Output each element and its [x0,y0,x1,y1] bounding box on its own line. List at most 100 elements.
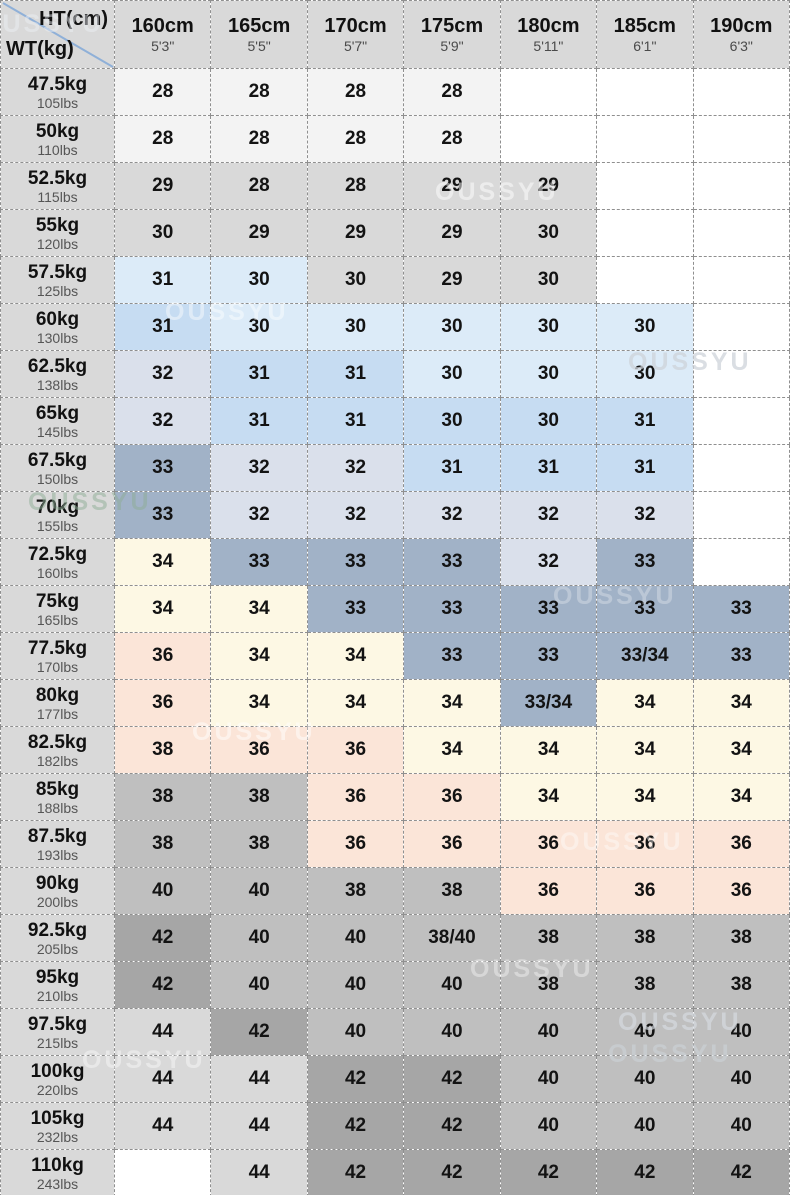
size-cell: 42 [306,1102,405,1150]
size-cell: 42 [113,914,212,962]
weight-label-52.5kg: 52.5kg 115lbs [0,162,115,210]
size-cell: 44 [113,1055,212,1103]
size-cell: 33 [596,585,694,633]
size-cell: 40 [210,914,308,962]
table-row: 50kg 110lbs 28 28 28 28 [0,115,790,163]
empty-cell [596,115,694,163]
weight-lbs-label: 220lbs [36,1081,79,1098]
size-cell: 34 [692,679,790,727]
size-cell: 34 [210,632,308,680]
size-cell: 36 [306,773,405,821]
height-cm-label: 180cm [517,15,580,38]
size-cell: 40 [210,961,308,1009]
size-cell: 38 [210,820,308,868]
size-cell: 33/34 [499,679,598,727]
weight-label-50kg: 50kg 110lbs [0,115,115,163]
height-header-180cm: 180cm 5'11" [499,0,598,69]
height-header-165cm: 165cm 5'5" [210,0,308,69]
empty-cell [692,68,790,116]
table-row: 82.5kg 182lbs 38 36 36 34 34 34 34 [0,726,790,774]
corner-weight-label: WT(kg) [6,38,74,60]
table-row: 77.5kg 170lbs 36 34 34 33 33 33/34 33 [0,632,790,680]
size-cell: 32 [596,491,694,539]
size-cell: 32 [210,444,308,492]
size-cell: 31 [306,350,405,398]
size-cell: 31 [113,303,212,351]
size-cell: 34 [210,585,308,633]
size-cell: 38 [113,726,212,774]
size-cell: 32 [499,491,598,539]
size-cell: 44 [113,1102,212,1150]
table-row: 90kg 200lbs 40 40 38 38 36 36 36 [0,867,790,915]
height-header-190cm: 190cm 6'3" [692,0,790,69]
size-cell: 34 [596,773,694,821]
size-cell: 30 [499,397,598,445]
size-cell: 36 [692,867,790,915]
empty-cell [596,256,694,304]
size-cell: 36 [596,820,694,868]
empty-cell [692,162,790,210]
weight-label-72.5kg: 72.5kg 160lbs [0,538,115,586]
weight-label-77.5kg: 77.5kg 170lbs [0,632,115,680]
weight-kg-label: 105kg [30,1107,85,1129]
size-cell: 36 [113,632,212,680]
size-cell: 33 [113,491,212,539]
size-cell: 42 [306,1149,405,1195]
size-cell: 36 [596,867,694,915]
height-cm-label: 185cm [613,15,676,38]
size-cell: 32 [113,397,212,445]
size-cell: 29 [306,209,405,257]
size-cell: 36 [499,820,598,868]
size-cell: 31 [113,256,212,304]
weight-kg-label: 100kg [30,1060,85,1082]
size-cell: 34 [113,538,212,586]
height-header-185cm: 185cm 6'1" [596,0,694,69]
size-cell: 31 [596,397,694,445]
size-cell: 38 [113,820,212,868]
size-cell: 40 [499,1102,598,1150]
size-cell: 30 [499,350,598,398]
size-cell: 32 [210,491,308,539]
diagonal-divider-line [2,2,114,68]
size-cell: 40 [596,1055,694,1103]
weight-kg-label: 85kg [35,778,80,800]
size-cell: 44 [210,1149,308,1195]
table-row: 67.5kg 150lbs 33 32 32 31 31 31 [0,444,790,492]
size-cell: 28 [306,162,405,210]
empty-cell [499,115,598,163]
size-cell: 40 [692,1102,790,1150]
size-cell: 32 [113,350,212,398]
weight-kg-label: 57.5kg [27,261,88,283]
header-row: HT(cm) WT(kg) 160cm 5'3" 165cm 5'5" 170cm 5'7… [0,0,790,69]
table-row: 80kg 177lbs 36 34 34 34 33/34 34 34 [0,679,790,727]
size-cell: 38 [306,867,405,915]
size-cell: 34 [499,773,598,821]
size-cell: 42 [306,1055,405,1103]
weight-kg-label: 65kg [35,402,80,424]
table-row: 70kg 155lbs 33 32 32 32 32 32 [0,491,790,539]
size-cell: 36 [306,726,405,774]
height-cm-label: 170cm [324,15,387,38]
empty-cell [692,397,790,445]
weight-label-47.5kg: 47.5kg 105lbs [0,68,115,116]
corner-height-label: HT(cm) [39,8,108,30]
empty-cell [596,68,694,116]
weight-kg-label: 50kg [35,120,80,142]
weight-kg-label: 92.5kg [27,919,88,941]
weight-kg-label: 72.5kg [27,543,88,565]
size-cell: 38 [210,773,308,821]
weight-lbs-label: 205lbs [36,940,79,957]
size-cell: 42 [403,1055,501,1103]
empty-cell [692,115,790,163]
size-cell: 28 [306,68,405,116]
size-cell: 31 [403,444,501,492]
empty-cell [692,209,790,257]
weight-lbs-label: 138lbs [36,376,79,393]
table-row: 97.5kg 215lbs 44 42 40 40 40 40 40 [0,1008,790,1056]
size-cell: 33 [692,585,790,633]
size-cell: 30 [210,303,308,351]
height-header-160cm: 160cm 5'3" [113,0,212,69]
table-row: 85kg 188lbs 38 38 36 36 34 34 34 [0,773,790,821]
weight-lbs-label: 125lbs [36,282,79,299]
